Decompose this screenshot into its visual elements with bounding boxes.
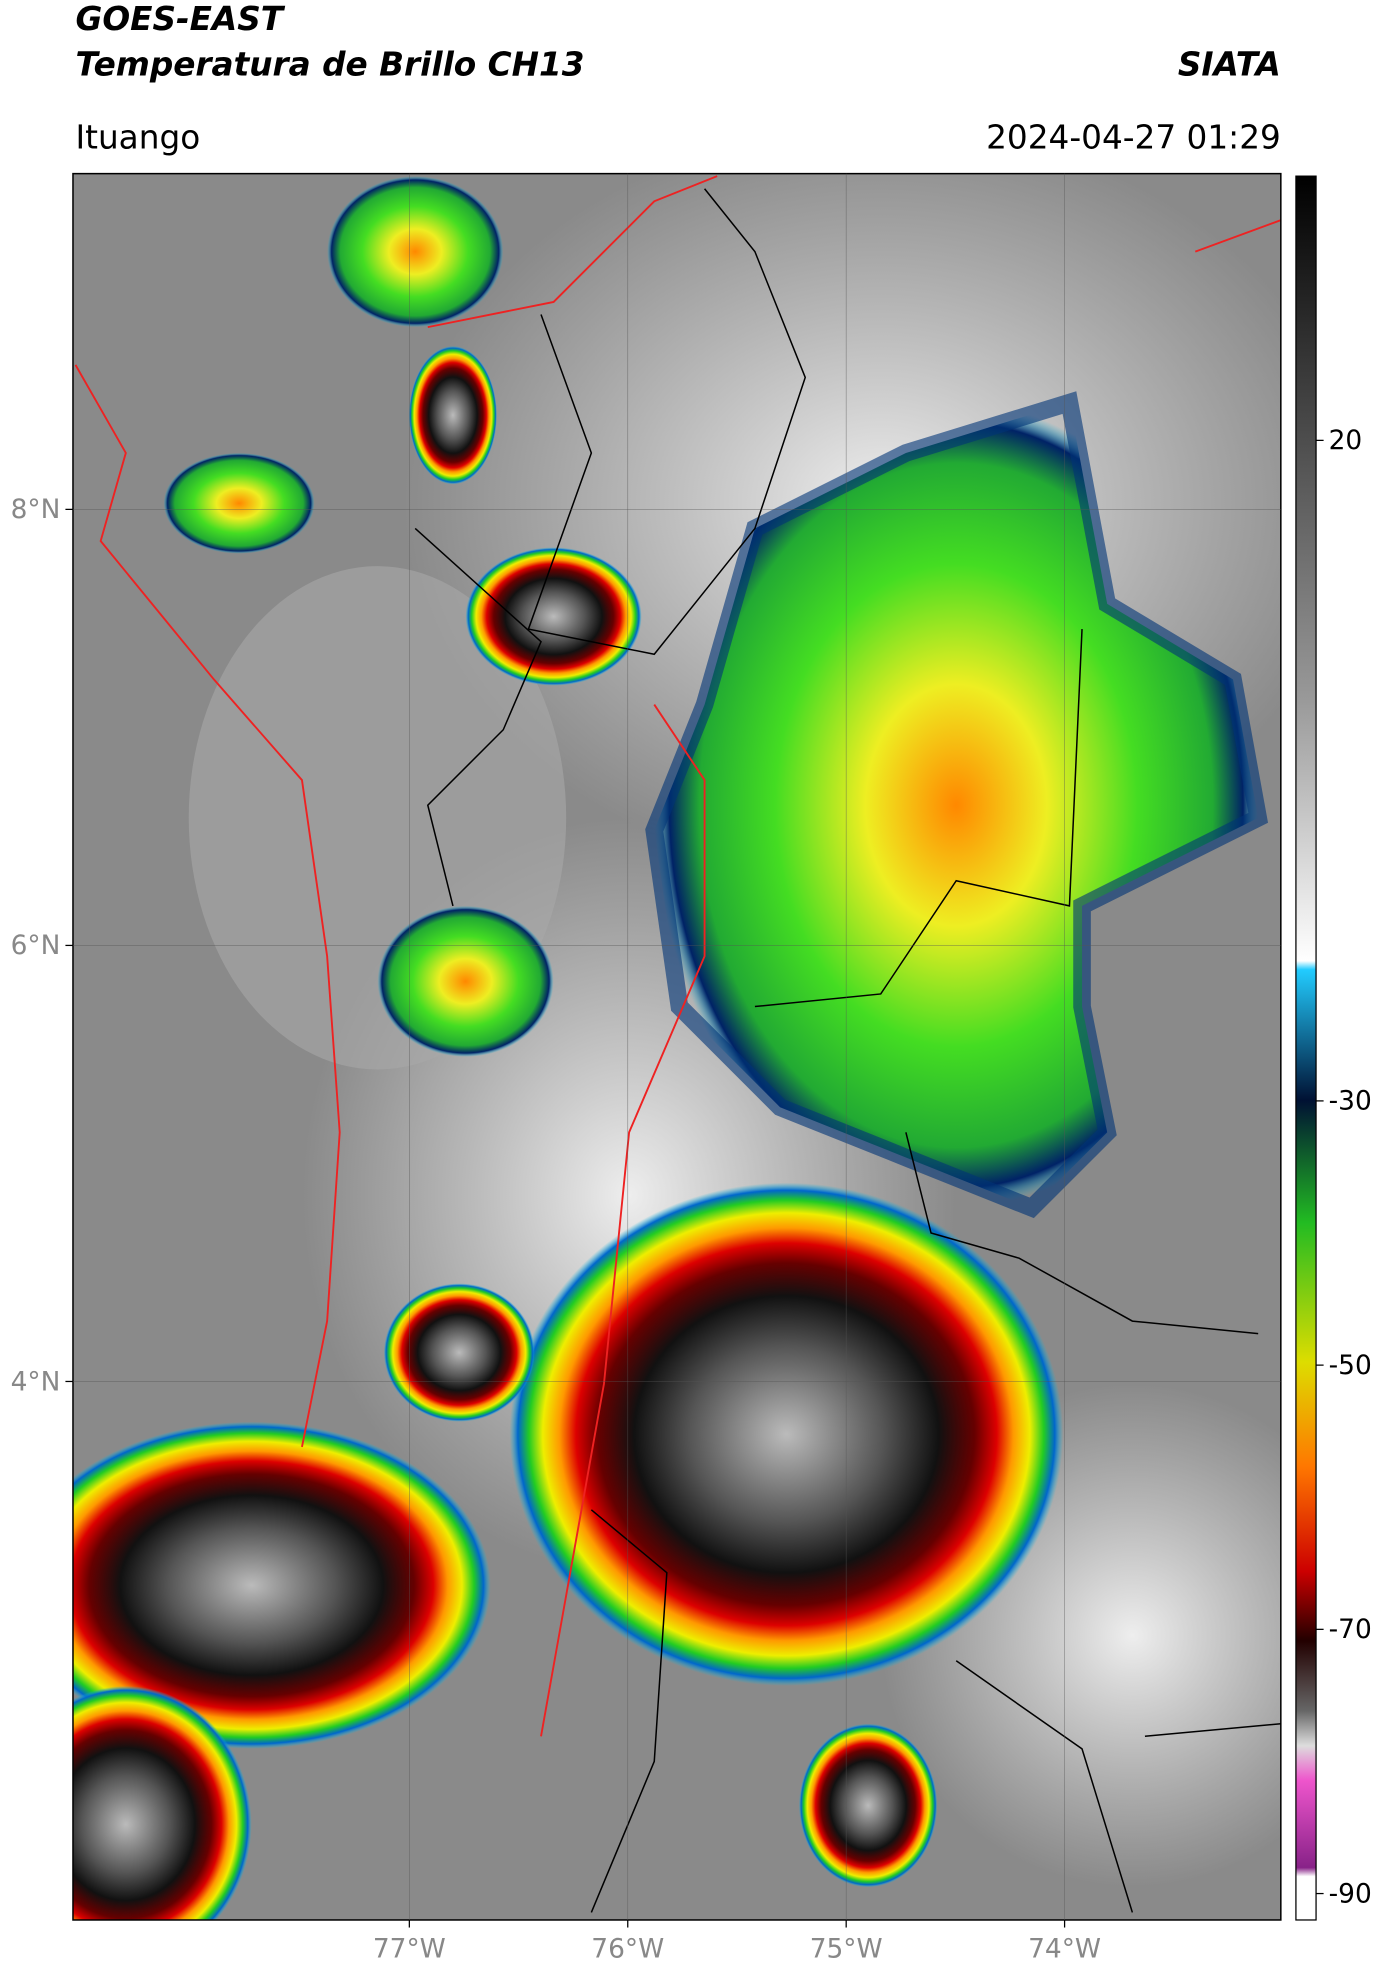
colorbar-label: 20 (1329, 425, 1363, 456)
lon-label: 75°W (810, 1934, 883, 1965)
location: Ituango (75, 118, 200, 156)
graticule (72, 173, 1281, 1920)
colorbar-label: -90 (1329, 1878, 1372, 1909)
colorbar-label: -50 (1329, 1350, 1372, 1381)
lat-label: 4°N (11, 1366, 61, 1397)
lon-label: 74°W (1028, 1934, 1101, 1965)
map-frame (72, 172, 1282, 1921)
colorbar (1295, 175, 1317, 1921)
lon-label: 76°W (591, 1934, 664, 1965)
subtitle: Temperatura de Brillo CH13 (75, 45, 584, 83)
map-image (72, 173, 1281, 1920)
lat-label: 6°N (11, 930, 61, 961)
lat-label: 8°N (11, 494, 61, 525)
colorbar-label: -70 (1329, 1614, 1372, 1645)
title: GOES-EAST (75, 0, 285, 38)
colorbar-label: -30 (1329, 1086, 1372, 1117)
lon-label: 77°W (373, 1934, 446, 1965)
datetime: 2024-04-27 01:29 (986, 118, 1281, 156)
org: SIATA (1178, 45, 1281, 83)
